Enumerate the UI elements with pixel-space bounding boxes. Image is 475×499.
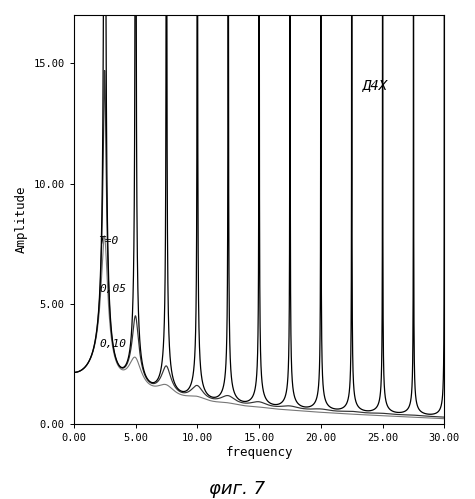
Text: Д4X: Д4X (363, 78, 388, 92)
Text: T=0: T=0 (98, 236, 119, 246)
Y-axis label: Amplitude: Amplitude (15, 186, 28, 253)
X-axis label: frequency: frequency (225, 446, 293, 459)
Text: 0,05: 0,05 (100, 284, 127, 294)
Text: φиг. 7: φиг. 7 (209, 480, 266, 498)
Text: 0,10: 0,10 (100, 339, 127, 349)
